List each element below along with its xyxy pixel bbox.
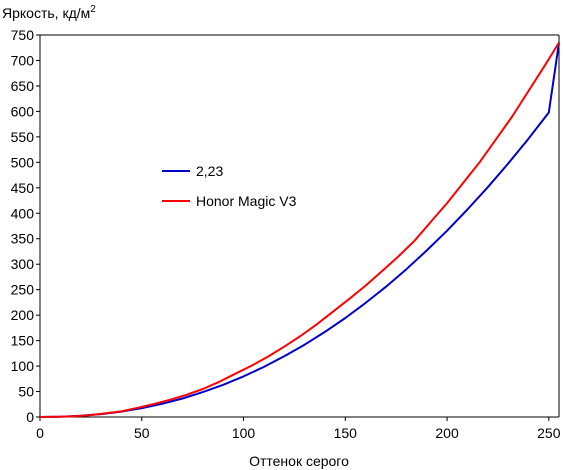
y-axis-ticks: 0 50 100 150 200 250 300 350 400 450 500 550 600 650 7…	[11, 27, 40, 425]
y-axis-title-sup: 2	[90, 4, 96, 15]
y-tick-label: 0	[26, 409, 34, 425]
x-axis-ticks: 0 50 100 150 200 250	[36, 417, 561, 441]
series-line-2	[39, 42, 560, 418]
y-tick-label: 550	[11, 129, 35, 145]
legend: 2,23 Honor Magic V3	[162, 163, 297, 209]
y-axis-title-main: Яркость, кд/м	[2, 5, 90, 21]
x-tick-label: 250	[537, 425, 561, 441]
series-line-1	[39, 42, 560, 418]
y-tick-label: 600	[11, 103, 35, 119]
x-tick-label: 100	[232, 425, 256, 441]
legend-label-series-2: Honor Magic V3	[196, 193, 297, 209]
x-tick-label: 200	[435, 425, 459, 441]
y-tick-label: 350	[11, 231, 35, 247]
y-tick-label: 300	[11, 256, 35, 272]
y-tick-label: 50	[18, 384, 34, 400]
x-tick-label: 50	[134, 425, 150, 441]
y-tick-label: 450	[11, 180, 35, 196]
y-tick-label: 650	[11, 78, 35, 94]
y-tick-label: 700	[11, 52, 35, 68]
legend-label-series-1: 2,23	[196, 163, 223, 179]
y-tick-label: 150	[11, 333, 35, 349]
x-axis-title: Оттенок серого	[249, 453, 349, 469]
y-tick-label: 100	[11, 358, 35, 374]
y-tick-label: 750	[11, 27, 35, 43]
y-tick-label: 200	[11, 307, 35, 323]
y-tick-label: 250	[11, 282, 35, 298]
x-tick-label: 150	[334, 425, 358, 441]
y-tick-label: 400	[11, 205, 35, 221]
y-tick-label: 500	[11, 154, 35, 170]
y-axis-title: Яркость, кд/м2	[2, 4, 96, 21]
x-tick-label: 0	[36, 425, 44, 441]
series-layer	[39, 42, 560, 418]
